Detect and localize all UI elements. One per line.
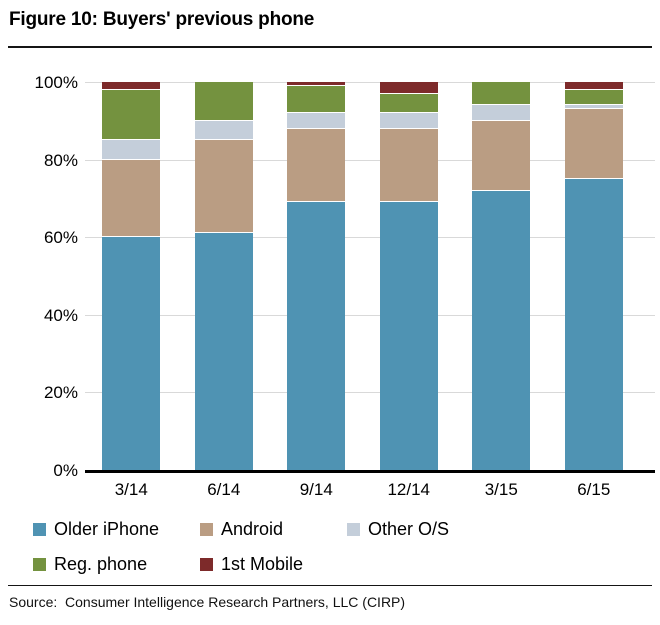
legend-item: Android: [200, 519, 283, 539]
bar-slot: [85, 82, 178, 470]
bar-segment: [379, 128, 438, 203]
source-divider: [8, 585, 652, 586]
x-axis-line: [85, 470, 655, 473]
legend-item: Reg. phone: [33, 554, 147, 574]
gridline: [85, 392, 655, 394]
x-axis-tick-label: 9/14: [299, 480, 333, 499]
legend-item: Older iPhone: [33, 519, 159, 539]
stacked-bar-6/14: [194, 82, 253, 470]
title-divider: [8, 46, 652, 48]
stacked-bar-6/15: [564, 82, 623, 470]
legend-label: Android: [221, 519, 284, 539]
legend-swatch: [200, 522, 213, 536]
bar-segment: [102, 82, 161, 90]
x-axis-tick-label: 12/14: [387, 480, 431, 499]
figure-title: Figure 10: Buyers' previous phone: [9, 9, 315, 30]
stacked-bar-9/14: [287, 82, 346, 470]
legend-item: Other O/S: [347, 519, 449, 539]
bar-segment: [194, 233, 253, 470]
legend-swatch: [33, 557, 46, 571]
x-axis-labels: 3/14 6/14 9/14 12/14 3/15 6/15: [85, 480, 640, 500]
gridline: [85, 314, 655, 316]
bar-segment: [287, 128, 346, 203]
bar-segment: [564, 109, 623, 179]
y-axis-tick-label: 100%: [34, 73, 78, 92]
bar-segment: [194, 82, 253, 121]
legend-item: 1st Mobile: [200, 554, 303, 574]
bar-slot: [270, 82, 363, 470]
legend-label: Reg. phone: [54, 554, 148, 574]
y-axis-tick-label: 80%: [43, 150, 78, 170]
legend-label: Older iPhone: [54, 519, 160, 539]
x-axis-tick-label: 3/14: [114, 480, 148, 499]
bar-segment: [379, 93, 438, 114]
stacked-bar-12/14: [379, 82, 438, 470]
bar-segment: [472, 120, 531, 191]
y-axis-tick-label: 20%: [43, 383, 78, 403]
x-axis-tick-label: 6/14: [207, 480, 241, 499]
plot-area: [85, 82, 655, 470]
legend-swatch: [33, 522, 46, 536]
legend-label: 1st Mobile: [221, 554, 304, 574]
x-axis-tick-label: 6/15: [577, 480, 611, 499]
bar-slot: [363, 82, 456, 470]
bar-segment: [472, 82, 531, 106]
bar-slot: [548, 82, 641, 470]
bar-segment: [564, 105, 623, 110]
bar-segment: [287, 85, 346, 114]
gridline: [85, 159, 655, 161]
bar-segment: [379, 82, 438, 94]
stacked-bar-3/15: [472, 82, 531, 470]
y-axis-tick-label: 60%: [43, 228, 78, 248]
gridline: [85, 82, 655, 83]
bar-segment: [287, 202, 346, 470]
bar-segment: [287, 113, 346, 129]
legend-swatch: [200, 557, 213, 571]
source-text: Source: Consumer Intelligence Research P…: [9, 594, 406, 610]
y-axis-tick-label: 0%: [53, 461, 78, 480]
bar-segment: [194, 140, 253, 234]
stacked-bar-3/14: [102, 82, 161, 470]
bar-slot: [178, 82, 271, 470]
bar-segment: [102, 89, 161, 141]
bar-segment: [472, 190, 531, 470]
x-axis-tick-label: 3/15: [484, 480, 518, 499]
bar-segment: [194, 120, 253, 141]
bar-segment: [472, 105, 531, 121]
bar-segment: [102, 140, 161, 160]
bar-segment: [564, 82, 623, 90]
bar-segment: [564, 179, 623, 470]
bar-segment: [379, 113, 438, 129]
bar-segment: [379, 202, 438, 470]
bar-segment: [564, 89, 623, 106]
gridline: [85, 237, 655, 239]
legend-label: Other O/S: [368, 519, 450, 539]
bar-segment: [102, 237, 161, 470]
bar-slot: [455, 82, 548, 470]
legend-swatch: [347, 522, 360, 536]
bar-series-container: [85, 82, 640, 470]
bar-segment: [102, 159, 161, 238]
bar-segment: [287, 82, 346, 86]
y-axis-tick-label: 40%: [43, 305, 78, 325]
